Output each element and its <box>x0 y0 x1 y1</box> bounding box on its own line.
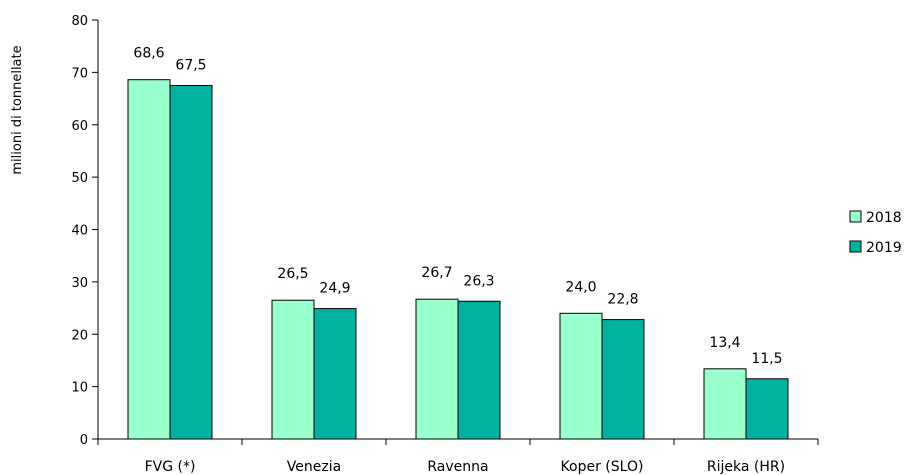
data-labels: 68,6 67,5 26,5 24,9 26,7 26,3 24,0 22,8 13,4 11,5 <box>133 46 782 367</box>
y-tick-label: 80 <box>71 14 88 29</box>
bar-2018 <box>415 298 459 440</box>
x-axis: FVG (*) Venezia Ravenna Koper (SLO) Rijeka (… <box>97 438 819 475</box>
data-label-2019: 67,5 <box>175 57 206 73</box>
bars <box>127 79 789 440</box>
bar-2019 <box>745 378 789 440</box>
data-label-2019: 22,8 <box>607 292 638 308</box>
data-label-2019: 26,3 <box>463 273 494 289</box>
data-label-2018: 68,6 <box>133 46 164 62</box>
legend: 2018 2019 <box>838 203 918 301</box>
y-tick-label: 10 <box>71 381 88 396</box>
bar-2019 <box>169 84 213 440</box>
data-label-2019: 24,9 <box>319 281 350 297</box>
y-tick-label: 20 <box>71 328 88 343</box>
legend-swatch-2018 <box>849 210 862 223</box>
legend-label-2019: 2019 <box>866 240 902 256</box>
y-axis-title: milioni di tonnellate <box>10 45 25 174</box>
x-tick-label: FVG (*) <box>145 459 196 475</box>
data-label-2018: 13,4 <box>709 335 740 351</box>
y-tick-label: 40 <box>71 224 88 239</box>
x-tick-label: Rijeka (HR) <box>707 459 785 475</box>
x-tick-label: Venezia <box>287 459 341 475</box>
x-tick-label: Koper (SLO) <box>561 459 644 475</box>
y-tick-label: 50 <box>71 171 88 186</box>
y-tick-label: 70 <box>71 66 88 81</box>
bar-2018 <box>127 79 171 440</box>
bar-2018 <box>559 312 603 440</box>
bar-2018 <box>271 299 315 440</box>
bar-2019 <box>313 308 357 440</box>
x-tick-label: Ravenna <box>427 459 488 475</box>
data-label-2018: 26,7 <box>421 265 452 281</box>
y-tick-label: 30 <box>71 276 88 291</box>
y-tick-label: 0 <box>80 433 88 448</box>
data-label-2019: 11,5 <box>751 351 782 367</box>
data-label-2018: 26,5 <box>277 266 308 282</box>
bar-2019 <box>457 300 501 440</box>
y-tick-label: 60 <box>71 119 88 134</box>
legend-swatch-2019 <box>849 240 862 253</box>
bar-2018 <box>703 368 747 440</box>
legend-label-2018: 2018 <box>866 210 902 226</box>
data-label-2018: 24,0 <box>565 279 596 295</box>
bar-2019 <box>601 319 645 440</box>
y-axis: 0 10 20 30 40 50 60 70 80 <box>71 14 99 448</box>
